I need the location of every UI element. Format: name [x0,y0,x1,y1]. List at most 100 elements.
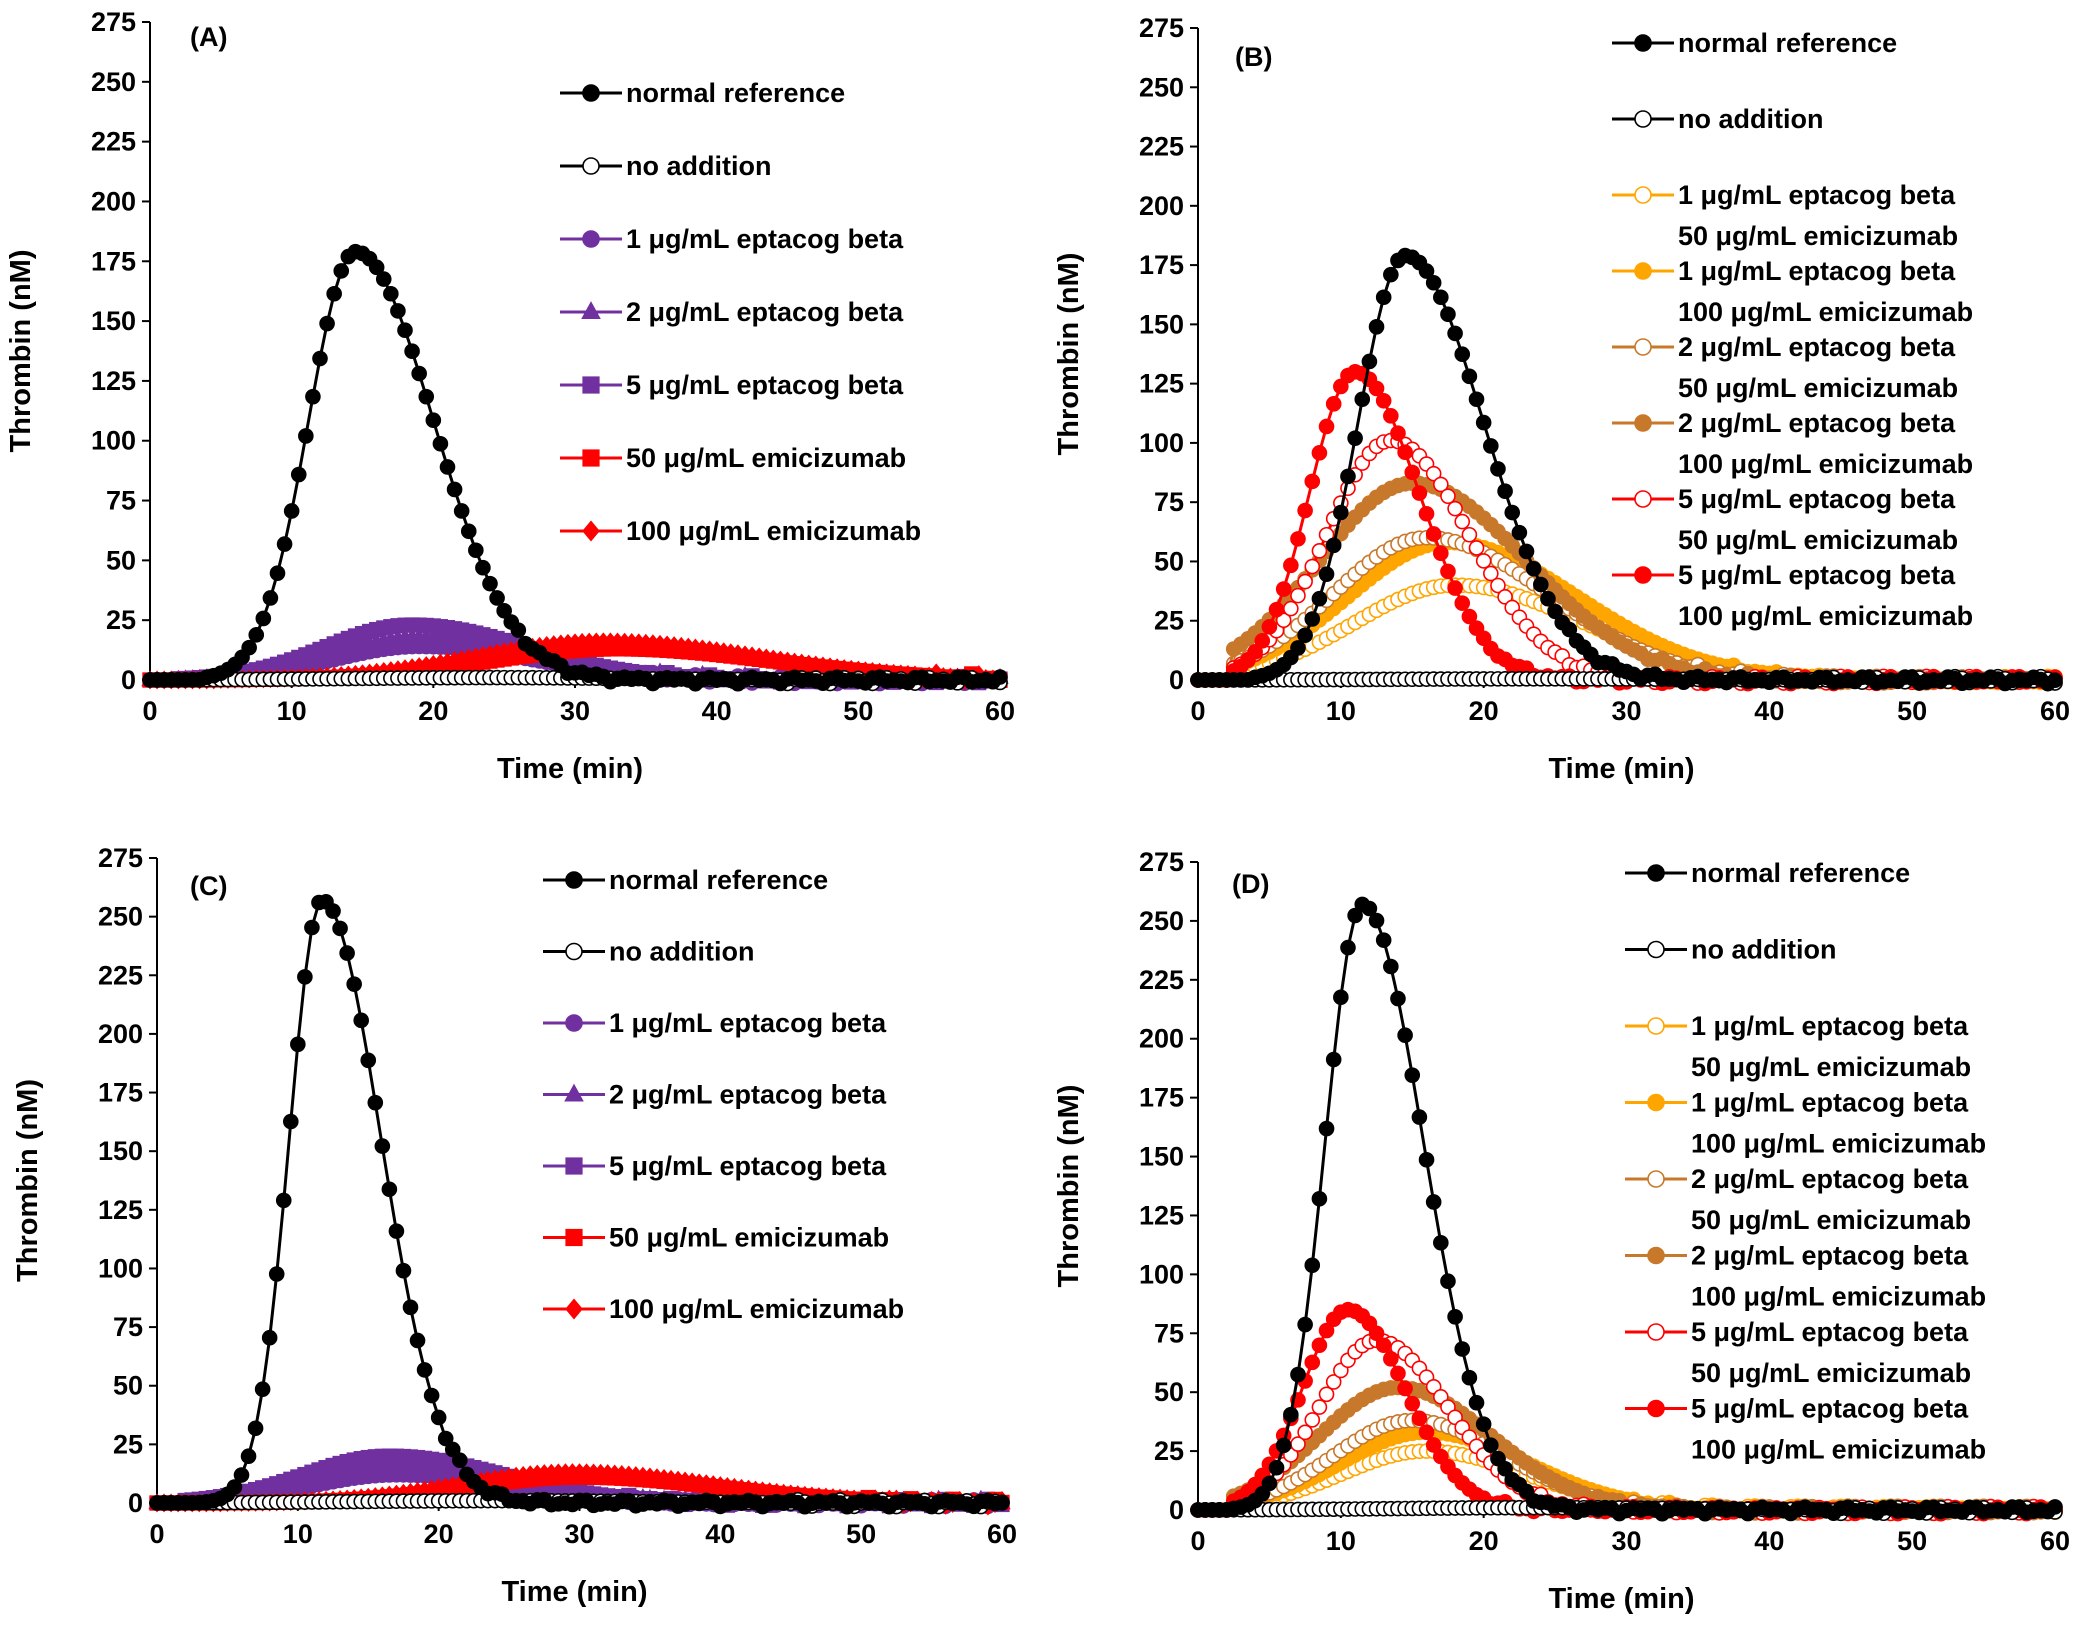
data-point [1390,990,1406,1007]
legend-entry-0: normal reference [1625,858,1910,888]
legend-label-line2: 100 μg/mL emicizumab [1691,1129,1986,1159]
y-tick-label: 175 [98,1078,143,1108]
data-point [1318,1322,1335,1339]
legend-label-line2: 50 μg/mL emicizumab [1691,1358,1971,1388]
data-point [1433,476,1449,493]
x-tick-label: 50 [1897,1526,1927,1556]
legend-label: 100 μg/mL emicizumab [626,516,921,546]
legend-entry-0: normal reference [560,78,845,108]
legend-label: 5 μg/mL eptacog beta [1678,560,1956,590]
data-point [1354,391,1371,408]
data-point [282,1113,299,1130]
y-tick-label: 200 [98,1019,143,1049]
data-point [1440,488,1456,504]
legend-marker [1634,110,1652,128]
data-point [1418,1424,1435,1440]
data-point [1440,306,1456,323]
data-point [475,559,491,576]
y-tick-label: 200 [91,186,136,216]
data-point [1454,346,1471,363]
data-point [1490,461,1506,477]
x-tick-label: 10 [283,1519,313,1549]
legend-label: 50 μg/mL emicizumab [609,1223,889,1253]
y-tick-label: 250 [1139,72,1184,102]
data-point [390,303,406,319]
data-point [425,412,442,429]
data-point [360,1052,377,1069]
y-tick-label: 125 [91,366,136,396]
legend-marker [1647,1246,1665,1265]
data-point [1333,989,1349,1006]
legend-entry-6: 100 μg/mL emicizumab [543,1294,904,1324]
data-point [1318,566,1335,582]
legend-marker [582,230,600,248]
y-tick-label: 50 [1154,546,1184,576]
data-point [1318,418,1335,435]
data-point [1340,468,1356,485]
legend-label: normal reference [1691,858,1910,888]
data-point [411,365,427,382]
data-point [1318,1120,1335,1137]
data-point [439,459,456,475]
x-tick-label: 0 [142,696,157,726]
legend-entry-5: 2 μg/mL eptacog beta 100 μg/mL emicizumab [1625,1241,1986,1312]
data-point [1297,502,1313,519]
data-point [268,1266,285,1282]
legend-marker [582,520,600,542]
legend-label: 2 μg/mL eptacog beta [1691,1241,1969,1271]
legend-marker [1647,1323,1665,1341]
y-tick-label: 275 [1139,13,1184,43]
legend-marker [565,871,583,889]
y-tick-label: 225 [98,960,143,990]
data-point [1275,1437,1292,1454]
panel-label: (D) [1232,869,1269,899]
x-tick-label: 40 [1754,696,1784,726]
x-tick-label: 20 [1469,1526,1499,1556]
data-point [276,536,293,552]
data-point [298,428,314,444]
legend-label: 1 μg/mL eptacog beta [626,224,904,254]
data-point [1461,1369,1478,1386]
x-tick-label: 20 [418,696,448,726]
data-point [1268,601,1285,618]
legend-label: 5 μg/mL eptacog beta [609,1151,887,1181]
data-point [1418,1151,1435,1168]
data-point [1311,445,1328,461]
data-point [383,285,399,302]
legend-label: normal reference [1678,28,1897,58]
y-tick-label: 0 [1169,665,1184,695]
x-tick-label: 10 [1326,696,1356,726]
data-point [1325,1051,1342,1068]
data-point [1461,526,1478,543]
data-point [397,322,413,339]
data-point [1383,408,1399,424]
y-tick-label: 75 [1154,1318,1184,1348]
data-point [1483,565,1499,582]
data-point [1383,1351,1399,1367]
data-point [1304,473,1321,490]
legend-entry-2: 1 μg/mL eptacog beta 50 μg/mL emicizumab [1625,1011,1971,1082]
data-point [446,481,463,498]
data-point [1318,1386,1335,1403]
legend-label: 2 μg/mL eptacog beta [1678,408,1956,438]
data-point [1490,577,1506,594]
y-axis-title: Thrombin (nM) [1053,1085,1085,1288]
x-tick-label: 10 [277,696,307,726]
chart-panel-a: 0 25 50 75 100 125 150 175 200 225 250 275 0 10 20 30 40… [5,7,1015,785]
legend-label-line2: 50 μg/mL emicizumab [1678,373,1958,403]
data-point [496,602,512,619]
data-point [1290,640,1306,656]
x-tick-label: 30 [1611,696,1641,726]
data-point [1368,319,1385,335]
data-point [1425,526,1442,542]
x-tick-label: 20 [424,1519,454,1549]
legend-entry-3: 2 μg/mL eptacog beta [543,1080,887,1110]
data-point [460,523,477,540]
y-tick-label: 0 [1169,1495,1184,1525]
data-point [1525,560,1542,577]
data-point [1404,1395,1421,1412]
data-point [1390,425,1406,441]
y-tick-label: 100 [1139,1259,1184,1289]
legend-entry-4: 5 μg/mL eptacog beta [560,370,904,400]
chart-panel-d: 0 25 50 75 100 125 150 175 200 225 250 275 0 10 20 30 40… [1053,847,2070,1615]
